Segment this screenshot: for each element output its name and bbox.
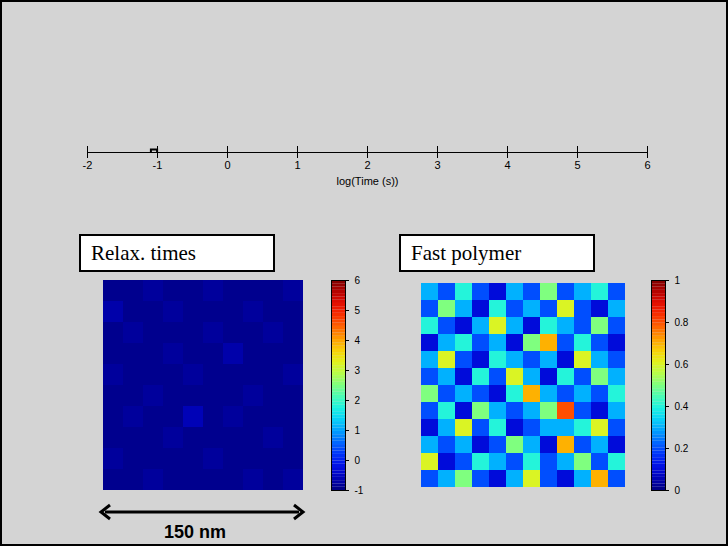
svg-text:2: 2 (355, 395, 361, 406)
svg-text:0: 0 (355, 455, 361, 466)
html-text:Relax. times: Relax. times (91, 241, 196, 265)
svg-text:-1: -1 (355, 485, 364, 496)
svg-text:2: 2 (364, 159, 370, 171)
svg-text:0.4: 0.4 (675, 401, 689, 412)
svg-text:0: 0 (675, 485, 681, 496)
html-text:Fast polymer: Fast polymer (411, 241, 522, 265)
svg-text:-1: -1 (153, 159, 163, 171)
svg-text:5: 5 (355, 305, 361, 316)
svg-text:5: 5 (574, 159, 580, 171)
svg-text:-2: -2 (83, 159, 93, 171)
svg-text:log(Time (s)): log(Time (s)) (337, 175, 399, 187)
svg-text:0.6: 0.6 (675, 359, 689, 370)
svg-text:1: 1 (355, 425, 361, 436)
svg-text:0.8: 0.8 (675, 317, 689, 328)
svg-text:4: 4 (355, 335, 361, 346)
svg-text:3: 3 (355, 365, 361, 376)
svg-text:6: 6 (644, 159, 650, 171)
svg-text:6: 6 (355, 275, 361, 286)
svg-text:0: 0 (224, 159, 230, 171)
svg-text:4: 4 (504, 159, 510, 171)
svg-text:1: 1 (294, 159, 300, 171)
svg-text:1: 1 (675, 275, 681, 286)
svg-text:150 nm: 150 nm (164, 522, 226, 542)
svg-text:0.2: 0.2 (675, 443, 689, 454)
svg-text:3: 3 (434, 159, 440, 171)
